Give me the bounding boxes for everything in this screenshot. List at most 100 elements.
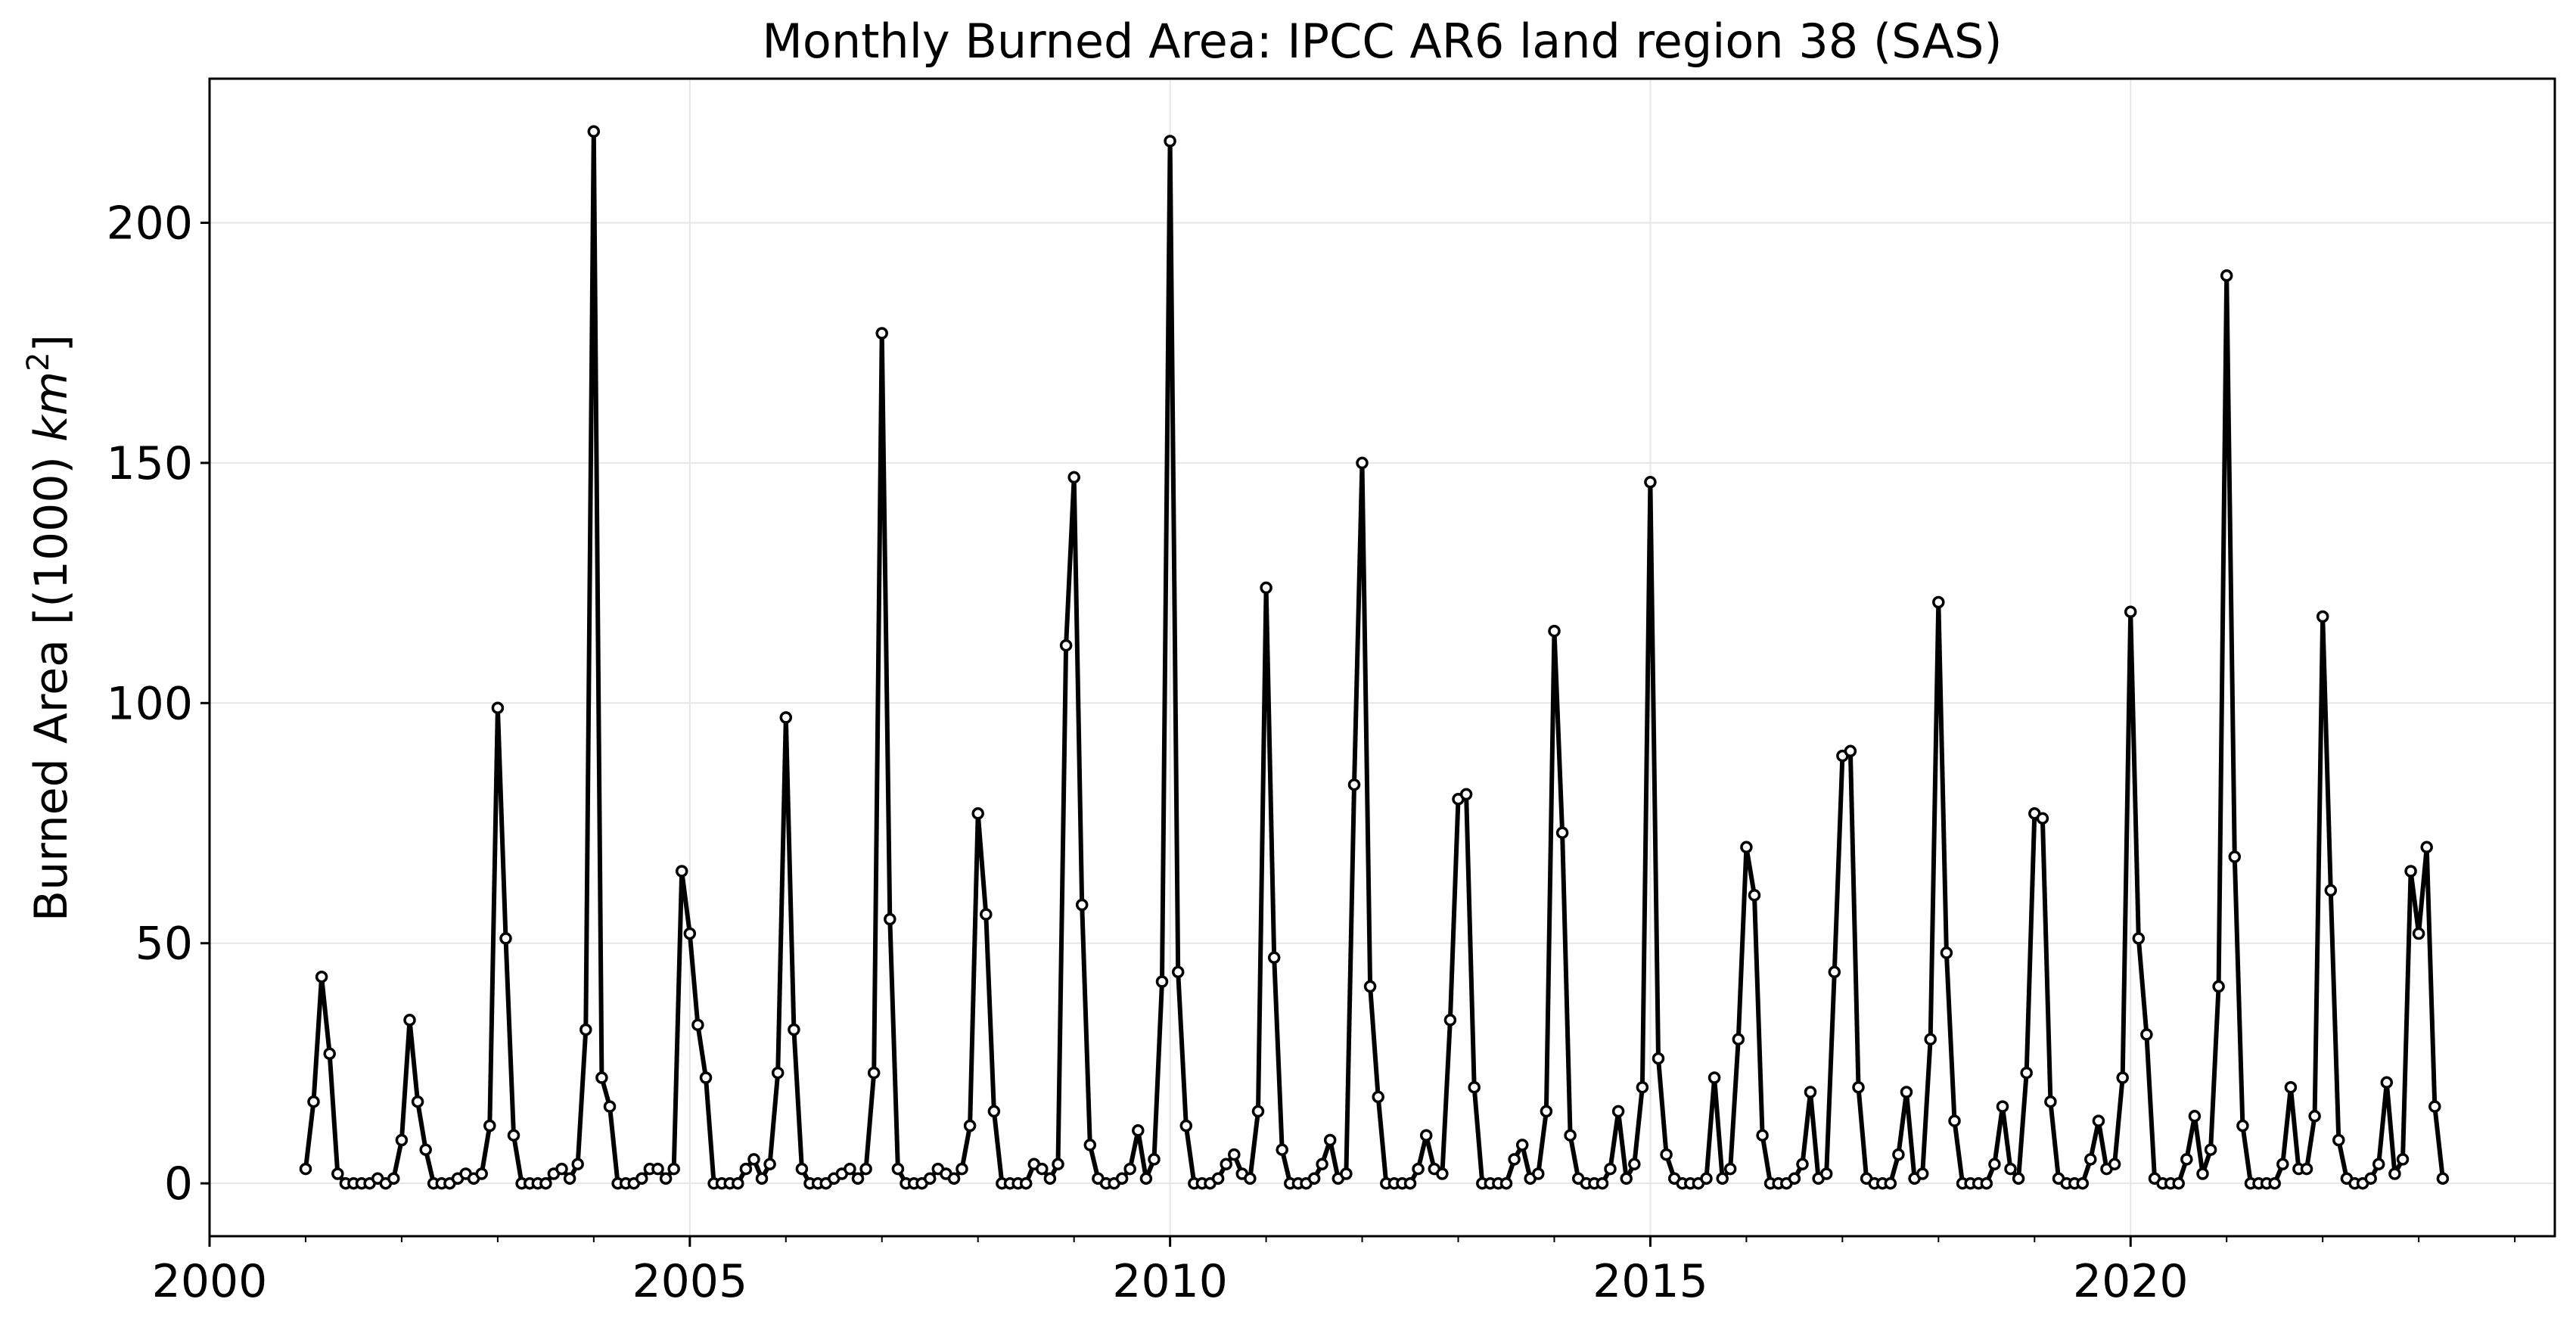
data-point <box>2284 1080 2298 1094</box>
data-point <box>1403 1176 1417 1190</box>
data-point <box>1732 1033 1745 1046</box>
x-tick-label: 2005 <box>632 1255 747 1308</box>
data-point <box>1884 1176 1897 1190</box>
y-axis-label-close: ] <box>25 334 78 352</box>
data-point <box>2396 1153 2410 1166</box>
data-point <box>2276 1158 2289 1171</box>
data-point <box>491 701 505 714</box>
data-point <box>1948 1114 1961 1127</box>
data-point <box>2004 1162 2017 1176</box>
data-point <box>387 1172 400 1186</box>
data-point <box>2172 1176 2185 1190</box>
data-point <box>1788 1172 1801 1186</box>
data-point <box>580 1023 592 1036</box>
y-axis-label-exponent: 2 <box>21 352 56 371</box>
data-point <box>2364 1172 2377 1186</box>
data-point <box>1940 946 1953 959</box>
data-point <box>1323 1133 1337 1147</box>
data-point <box>307 1095 320 1108</box>
data-point <box>1043 1172 1057 1186</box>
data-point <box>1819 1167 1833 1180</box>
data-point <box>980 908 993 921</box>
data-point <box>795 1162 809 1176</box>
data-point <box>1267 951 1281 965</box>
data-point <box>2036 812 2049 825</box>
data-point <box>507 1129 520 1142</box>
data-point <box>1932 595 1945 609</box>
data-point <box>411 1095 424 1108</box>
data-point <box>1515 1139 1529 1151</box>
data-point <box>1924 1033 1937 1046</box>
data-point <box>1548 624 1561 638</box>
data-point <box>2308 1110 2321 1123</box>
data-point <box>2188 1110 2202 1123</box>
y-tick-label: 0 <box>164 1158 193 1210</box>
data-point <box>867 1066 881 1080</box>
data-point <box>1059 639 1073 652</box>
data-point <box>1211 1172 1225 1186</box>
data-point <box>2124 605 2137 618</box>
data-point <box>1372 1090 1384 1104</box>
data-point <box>2044 1095 2057 1108</box>
y-axis-label-main: Burned Area [(1000) <box>25 442 78 921</box>
data-point <box>763 1158 776 1171</box>
data-point <box>2316 610 2329 623</box>
data-point <box>1723 1162 1737 1176</box>
y-tick-label: 100 <box>106 677 193 730</box>
data-point <box>779 711 793 724</box>
data-point <box>1644 476 1657 489</box>
data-point <box>2236 1119 2249 1133</box>
data-point <box>395 1133 409 1147</box>
data-point <box>1052 1158 1064 1171</box>
data-point <box>323 1047 336 1061</box>
data-point <box>2092 1114 2105 1127</box>
data-point <box>1260 581 1272 595</box>
data-point <box>2084 1153 2097 1166</box>
data-point <box>603 1100 617 1113</box>
data-point <box>1660 1148 1673 1161</box>
data-point <box>1700 1172 1713 1186</box>
data-point <box>1652 1052 1665 1065</box>
data-point <box>1075 898 1089 912</box>
data-point <box>1555 826 1569 839</box>
data-point <box>1436 1167 1449 1180</box>
data-point <box>1564 1129 1577 1142</box>
data-point <box>1171 965 1185 979</box>
data-point <box>1419 1129 1433 1142</box>
data-point <box>555 1162 568 1176</box>
data-point <box>1459 788 1473 801</box>
data-point <box>1499 1176 1513 1190</box>
series-line <box>303 129 2445 1186</box>
chart-title: Monthly Burned Area: IPCC AR6 land regio… <box>762 14 2002 69</box>
data-point <box>2300 1162 2313 1176</box>
data-point <box>1307 1172 1321 1186</box>
data-point <box>987 1105 1001 1118</box>
data-point <box>956 1162 968 1176</box>
data-point <box>1179 1119 1193 1133</box>
data-point <box>499 932 512 945</box>
data-point <box>2388 1167 2401 1180</box>
y-tick-label: 50 <box>135 918 193 971</box>
data-point <box>1139 1172 1153 1186</box>
data-point <box>1844 744 1857 758</box>
data-point <box>2116 1071 2129 1084</box>
data-point <box>1019 1176 1033 1190</box>
data-point <box>755 1172 769 1186</box>
data-point <box>2180 1153 2193 1166</box>
axis-ticks <box>200 221 2516 1247</box>
data-point <box>2196 1167 2209 1180</box>
data-point <box>403 1014 416 1027</box>
data-point <box>1740 841 1753 854</box>
data-point <box>1244 1172 1257 1186</box>
data-point <box>1707 1071 1721 1084</box>
data-point <box>1828 965 1841 979</box>
data-point <box>771 1066 785 1080</box>
data-point <box>2228 850 2242 863</box>
data-point <box>651 1162 664 1176</box>
y-tick-label: 200 <box>106 197 193 250</box>
data-point <box>2332 1133 2345 1147</box>
data-point <box>1251 1105 1265 1118</box>
series-burned-area <box>299 125 2450 1190</box>
data-point <box>1067 471 1080 484</box>
data-point <box>788 1023 800 1036</box>
